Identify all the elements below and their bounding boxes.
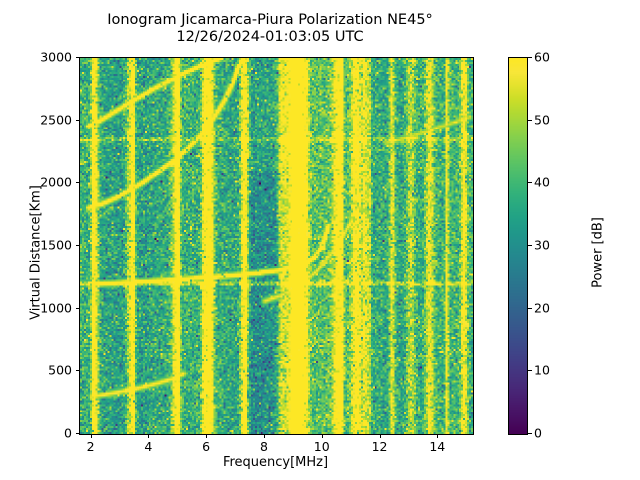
x-tick-label: 14 bbox=[429, 439, 446, 454]
y-tick-mark bbox=[75, 307, 79, 309]
y-tick-label: 1500 bbox=[40, 237, 72, 253]
colorbar-tick-label: 20 bbox=[534, 300, 550, 316]
y-tick-label: 3000 bbox=[40, 49, 72, 65]
x-axis-label: Frequency[MHz] bbox=[222, 455, 329, 470]
x-tick-label: 2 bbox=[86, 439, 95, 454]
x-tick-mark bbox=[437, 434, 439, 438]
colorbar-tick-mark bbox=[528, 307, 532, 309]
y-tick-label: 2500 bbox=[40, 112, 72, 128]
x-tick-label: 12 bbox=[371, 439, 388, 454]
colorbar-tick-label: 60 bbox=[534, 49, 550, 65]
y-axis-label: Virtual Distance[Km] bbox=[28, 185, 44, 320]
y-tick-mark bbox=[75, 182, 79, 184]
x-tick-label: 6 bbox=[202, 439, 211, 454]
x-tick-label: 4 bbox=[144, 439, 153, 454]
colorbar-label: Power [dB] bbox=[590, 217, 606, 288]
y-tick-mark bbox=[75, 119, 79, 121]
colorbar-tick-label: 30 bbox=[534, 237, 550, 253]
colorbar-tick-label: 0 bbox=[534, 425, 542, 441]
colorbar-tick-label: 10 bbox=[534, 362, 550, 378]
x-tick-mark bbox=[379, 434, 381, 438]
colorbar-gradient bbox=[509, 58, 527, 434]
colorbar-tick-mark bbox=[528, 433, 532, 434]
y-tick-label: 2000 bbox=[40, 174, 72, 190]
colorbar bbox=[508, 57, 528, 435]
ionogram-heatmap bbox=[80, 58, 473, 434]
ionogram-axes bbox=[79, 57, 474, 435]
colorbar-tick-mark bbox=[528, 370, 532, 372]
colorbar-tick-mark bbox=[528, 245, 532, 246]
y-tick-label: 1000 bbox=[40, 300, 72, 316]
y-tick-mark bbox=[75, 57, 79, 58]
x-tick-mark bbox=[90, 434, 92, 438]
colorbar-tick-mark bbox=[528, 182, 532, 184]
x-tick-label: 8 bbox=[259, 439, 268, 454]
colorbar-tick-mark bbox=[528, 57, 532, 58]
x-tick-mark bbox=[321, 434, 323, 438]
y-tick-mark bbox=[75, 433, 79, 434]
x-tick-mark bbox=[263, 434, 265, 438]
y-tick-label: 0 bbox=[64, 425, 72, 441]
figure-title: Ionogram Jicamarca-Piura Polarization NE… bbox=[107, 12, 433, 45]
x-tick-mark bbox=[206, 434, 208, 438]
x-tick-label: 10 bbox=[313, 439, 330, 454]
x-tick-mark bbox=[148, 434, 150, 438]
colorbar-tick-label: 40 bbox=[534, 174, 550, 190]
y-tick-mark bbox=[75, 370, 79, 372]
colorbar-tick-mark bbox=[528, 119, 532, 121]
y-tick-mark bbox=[75, 245, 79, 246]
y-tick-label: 500 bbox=[48, 362, 72, 378]
colorbar-tick-label: 50 bbox=[534, 112, 550, 128]
